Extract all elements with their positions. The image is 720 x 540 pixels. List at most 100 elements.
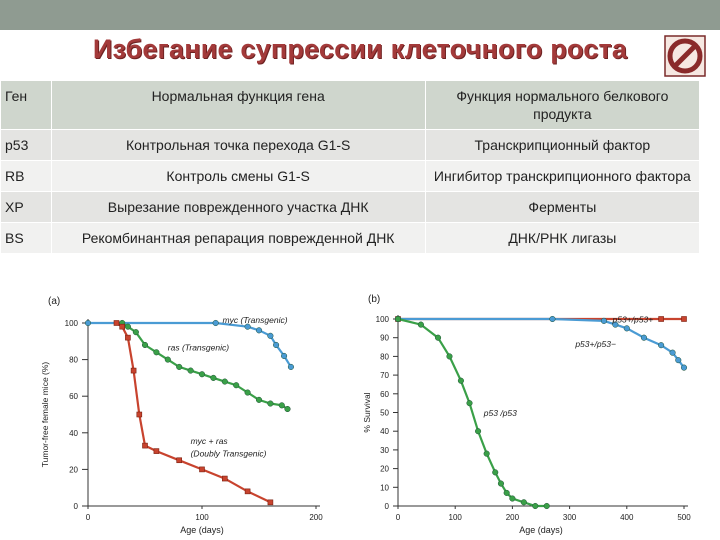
data-point xyxy=(176,457,182,464)
series-annotation: (Doubly Transgenic) xyxy=(191,449,267,459)
data-point xyxy=(233,382,240,389)
data-point xyxy=(132,329,139,336)
data-point xyxy=(417,321,424,328)
data-point xyxy=(199,466,205,473)
data-point xyxy=(532,502,539,510)
data-point xyxy=(658,316,664,322)
x-tick-label: 500 xyxy=(677,513,691,522)
data-point xyxy=(273,341,280,349)
y-tick-label: 30 xyxy=(380,446,389,455)
table-header-row: Ген Нормальная функция гена Функция норм… xyxy=(0,80,701,130)
top-divider xyxy=(0,30,720,32)
header-normal-function: Нормальная функция гена xyxy=(50,80,426,130)
cell-gene: RB xyxy=(0,160,52,192)
data-point xyxy=(125,334,131,341)
y-tick-label: 100 xyxy=(65,319,79,328)
data-point xyxy=(187,367,194,374)
x-tick-label: 100 xyxy=(195,513,209,522)
data-point xyxy=(244,323,251,330)
cell-gene: p53 xyxy=(0,129,52,161)
data-point xyxy=(255,327,263,334)
cell-protein-function: Ингибитор транскрипционного фактора xyxy=(424,160,701,192)
y-tick-label: 80 xyxy=(380,352,389,361)
data-point xyxy=(281,352,288,359)
series-annotation: ras (Transgenic) xyxy=(168,342,229,352)
data-point xyxy=(130,367,137,374)
data-point xyxy=(681,316,687,322)
cell-gene: XP xyxy=(0,191,52,223)
y-tick-label: 100 xyxy=(376,315,390,324)
data-point xyxy=(267,332,274,339)
data-point xyxy=(543,502,550,510)
data-point xyxy=(475,428,482,435)
chart-survival: (b) 0 10 20 30 40 50 60 70 80 90 100 0 100 200 300 400 50… xyxy=(362,290,700,540)
y-tick-label: 60 xyxy=(380,390,389,399)
x-tick-label: 200 xyxy=(309,513,323,522)
y-axis-label: Tumor-free female mice (%) xyxy=(40,362,50,468)
data-point xyxy=(612,321,619,328)
data-point xyxy=(466,400,473,407)
x-tick-label: 0 xyxy=(396,513,401,522)
series-line xyxy=(398,317,685,369)
cell-protein-function: Ферменты xyxy=(424,191,701,223)
data-point xyxy=(113,320,120,326)
y-tick-label: 80 xyxy=(69,356,78,365)
series-line xyxy=(397,317,547,508)
data-point xyxy=(164,356,171,363)
y-axis-label: % Survival xyxy=(362,392,372,432)
data-point xyxy=(278,402,285,409)
data-point xyxy=(623,325,630,332)
series-annotation: myc (Transgenic) xyxy=(223,315,288,325)
data-point xyxy=(119,323,125,330)
y-tick-label: 0 xyxy=(74,502,79,511)
data-point xyxy=(509,495,516,502)
series-annotation: myc + ras xyxy=(191,436,229,446)
data-point xyxy=(267,499,274,506)
cell-protein-function: Транскрипционный фактор xyxy=(424,129,701,161)
data-point xyxy=(221,378,228,385)
data-point xyxy=(457,377,464,384)
data-point xyxy=(255,396,263,403)
y-tick-label: 70 xyxy=(380,371,389,380)
cell-normal-function: Вырезание поврежденного участка ДНК xyxy=(50,191,426,223)
y-tick-label: 20 xyxy=(380,465,389,474)
table-row: RB Контроль смены G1-S Ингибитор транскр… xyxy=(0,160,701,192)
series-line xyxy=(121,322,289,410)
data-point xyxy=(600,317,607,324)
x-axis-label: Age (days) xyxy=(519,525,563,535)
cell-protein-function: ДНК/РНК лигазы xyxy=(424,222,701,254)
header-gene: Ген xyxy=(0,80,52,130)
top-bar xyxy=(0,0,720,30)
data-point xyxy=(497,480,505,487)
y-tick-label: 60 xyxy=(69,392,78,401)
cell-normal-function: Контроль смены G1-S xyxy=(50,160,426,192)
data-point xyxy=(284,405,291,413)
table-row: XP Вырезание поврежденного участка ДНК Ф… xyxy=(0,191,701,223)
data-point xyxy=(153,349,160,356)
data-point xyxy=(503,489,510,496)
data-point xyxy=(153,448,160,454)
panel-label: (b) xyxy=(368,294,380,305)
data-point xyxy=(267,400,274,407)
data-point xyxy=(287,363,294,370)
data-point xyxy=(658,342,665,349)
data-point xyxy=(244,389,251,396)
data-point xyxy=(446,353,453,360)
y-tick-label: 10 xyxy=(380,483,389,492)
data-point xyxy=(222,475,228,482)
slide-title: Избегание супрессии клеточного роста xyxy=(92,34,628,64)
data-point xyxy=(520,499,527,506)
data-point xyxy=(212,319,219,327)
data-point xyxy=(210,374,217,381)
data-point xyxy=(549,315,556,323)
y-tick-label: 40 xyxy=(69,429,78,438)
panel-label: (a) xyxy=(48,296,60,307)
cell-normal-function: Рекомбинантная репарация поврежденной ДН… xyxy=(50,222,426,254)
data-point xyxy=(124,323,131,330)
x-tick-label: 0 xyxy=(86,513,91,522)
series-annotation: p53 /p53 xyxy=(483,408,517,418)
y-tick-label: 40 xyxy=(380,427,389,436)
data-point xyxy=(176,363,183,370)
y-tick-label: 20 xyxy=(69,465,78,474)
data-point xyxy=(680,364,688,371)
